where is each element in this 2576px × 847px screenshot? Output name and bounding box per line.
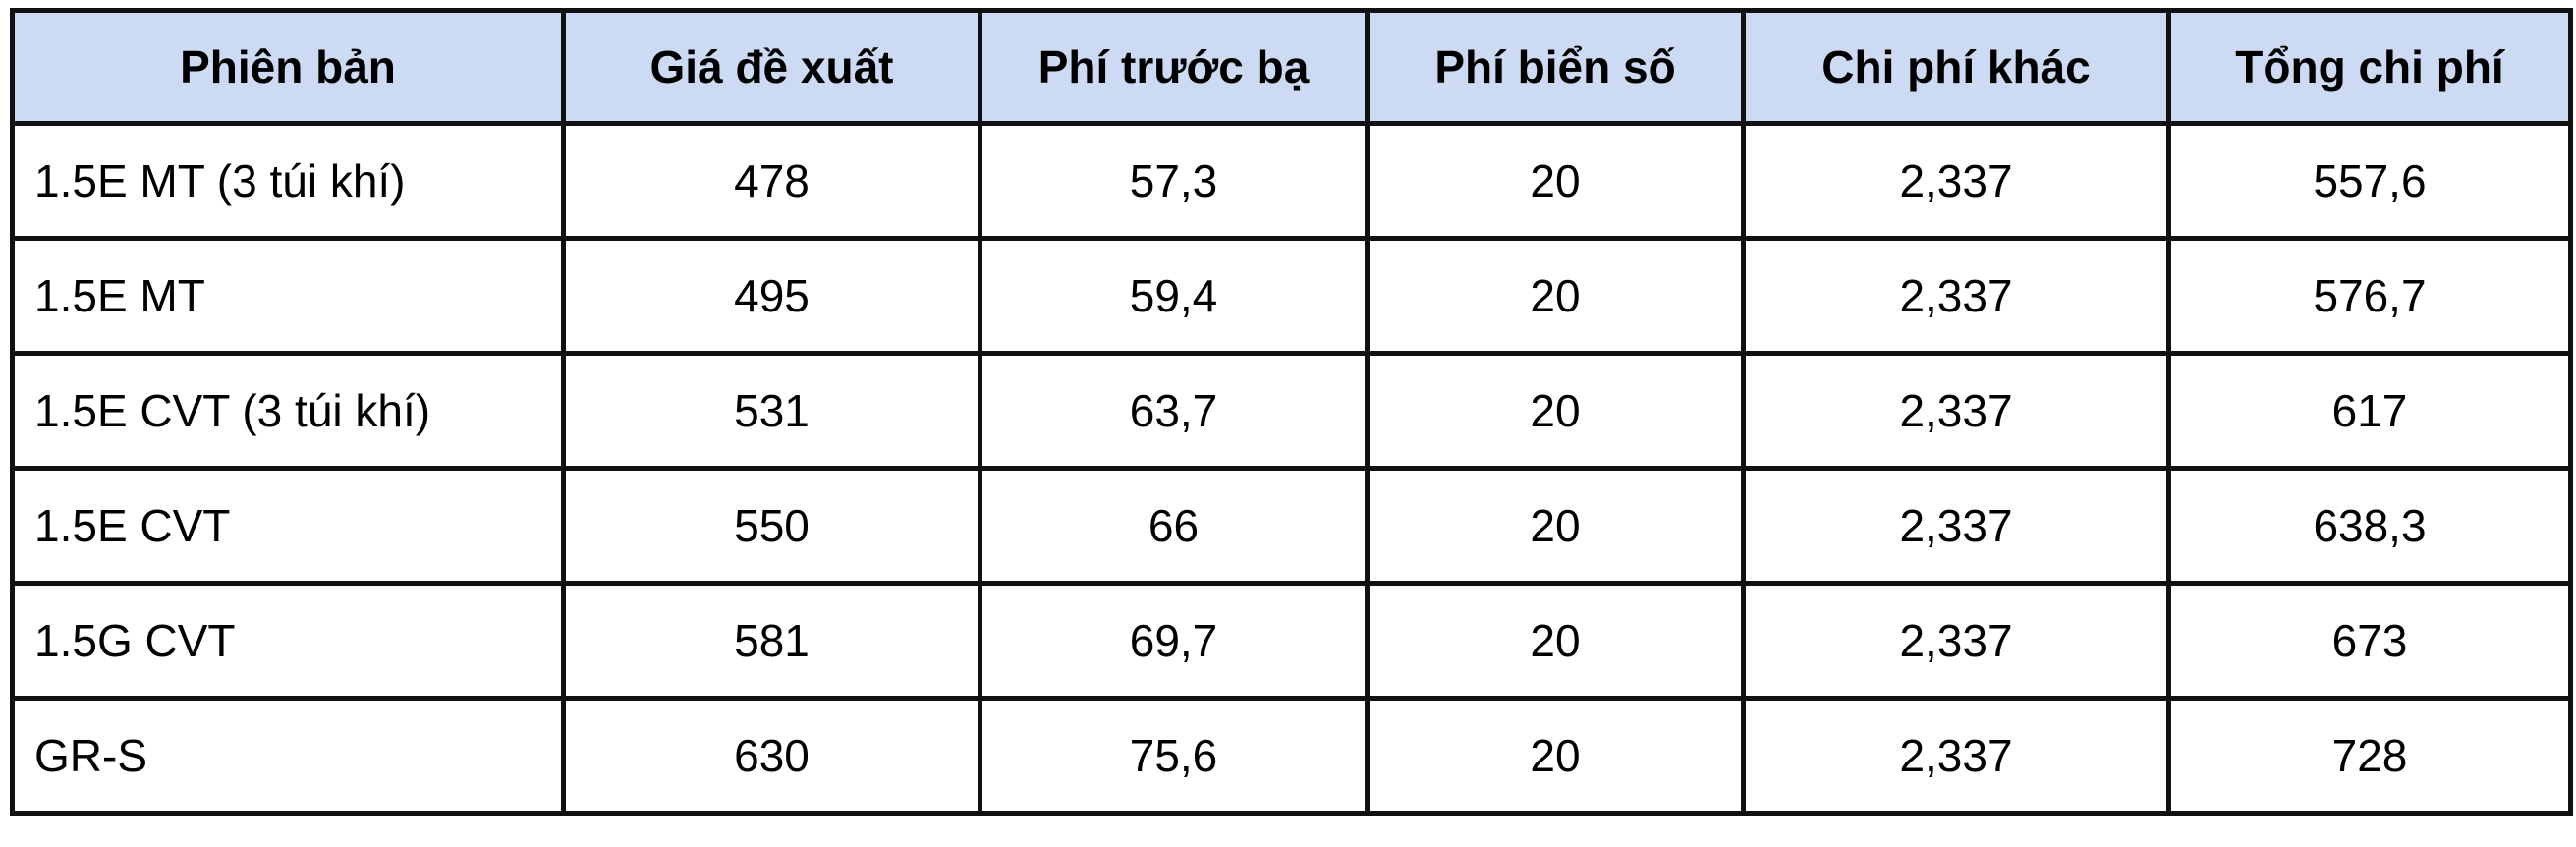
cell-other-cost: 2,337 [1741,466,2171,586]
header-version: Phiên bản [10,8,566,126]
price-table: Phiên bản Giá đề xuất Phí trước bạ Phí b… [10,8,2573,816]
cell-registration-fee: 57,3 [978,121,1370,241]
cell-total-cost: 728 [2166,696,2573,816]
cell-total-cost: 617 [2166,351,2573,471]
cell-total-cost: 557,6 [2166,121,2573,241]
cell-price: 630 [561,696,982,816]
cell-price: 550 [561,466,982,586]
cell-plate-fee: 20 [1365,121,1746,241]
cell-other-cost: 2,337 [1741,696,2171,816]
cell-other-cost: 2,337 [1741,121,2171,241]
table-row: 1.5E MT 495 59,4 20 2,337 576,7 [10,236,2573,356]
cell-version: 1.5E MT [10,236,566,356]
cell-price: 478 [561,121,982,241]
cell-total-cost: 673 [2166,581,2573,701]
cell-version: 1.5G CVT [10,581,566,701]
cell-plate-fee: 20 [1365,236,1746,356]
cell-registration-fee: 75,6 [978,696,1370,816]
cell-plate-fee: 20 [1365,696,1746,816]
cell-version: 1.5E CVT (3 túi khí) [10,351,566,471]
cell-version: 1.5E MT (3 túi khí) [10,121,566,241]
cell-total-cost: 638,3 [2166,466,2573,586]
cell-registration-fee: 63,7 [978,351,1370,471]
cell-version: 1.5E CVT [10,466,566,586]
header-plate-fee: Phí biển số [1365,8,1746,126]
header-registration-fee: Phí trước bạ [978,8,1370,126]
cell-registration-fee: 59,4 [978,236,1370,356]
header-total-cost: Tổng chi phí [2166,8,2573,126]
cell-price: 495 [561,236,982,356]
cell-registration-fee: 66 [978,466,1370,586]
header-other-cost: Chi phí khác [1741,8,2171,126]
table-row: 1.5E CVT 550 66 20 2,337 638,3 [10,466,2573,586]
cell-plate-fee: 20 [1365,581,1746,701]
cell-plate-fee: 20 [1365,466,1746,586]
cell-plate-fee: 20 [1365,351,1746,471]
cell-registration-fee: 69,7 [978,581,1370,701]
cell-version: GR-S [10,696,566,816]
cell-price: 581 [561,581,982,701]
cell-other-cost: 2,337 [1741,351,2171,471]
header-row: Phiên bản Giá đề xuất Phí trước bạ Phí b… [10,8,2573,126]
cell-other-cost: 2,337 [1741,581,2171,701]
table-row: GR-S 630 75,6 20 2,337 728 [10,696,2573,816]
header-price: Giá đề xuất [561,8,982,126]
table-row: 1.5E CVT (3 túi khí) 531 63,7 20 2,337 617 [10,351,2573,471]
table-row: 1.5G CVT 581 69,7 20 2,337 673 [10,581,2573,701]
cell-other-cost: 2,337 [1741,236,2171,356]
cell-total-cost: 576,7 [2166,236,2573,356]
cell-price: 531 [561,351,982,471]
table-row: 1.5E MT (3 túi khí) 478 57,3 20 2,337 557,6 [10,121,2573,241]
